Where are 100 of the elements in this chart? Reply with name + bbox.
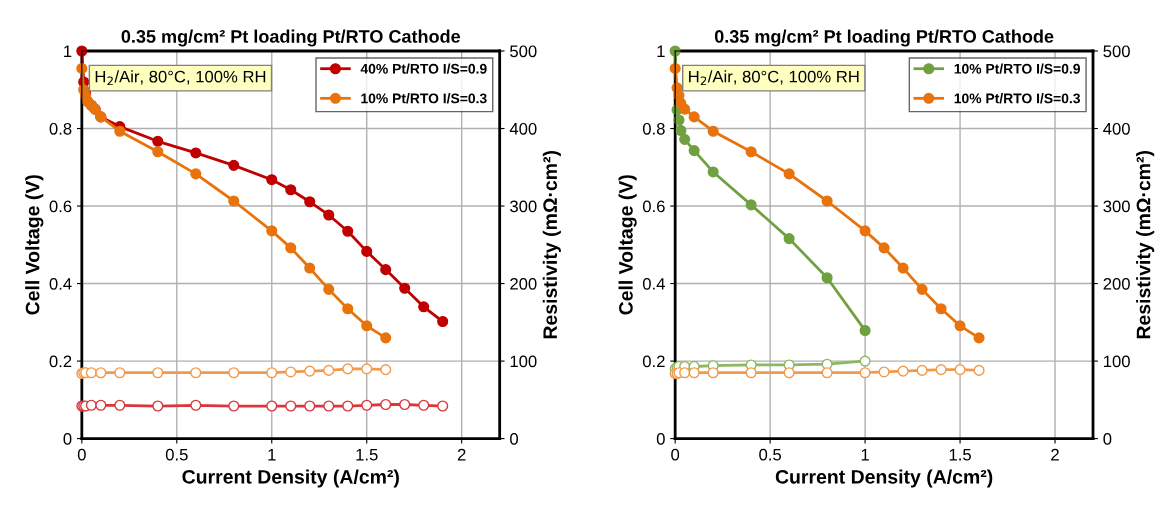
point (361, 245, 373, 257)
point (380, 398, 392, 411)
legend-label: 10% Pt/RTO I/S=0.3 (954, 93, 1081, 104)
x-tick-label: 0 (671, 448, 680, 461)
y2-tick-label: 500 (510, 45, 537, 58)
point (95, 399, 107, 411)
point (380, 364, 392, 376)
point (897, 262, 909, 274)
point (114, 367, 126, 379)
point (380, 332, 392, 344)
point (85, 399, 97, 411)
y-tick-label: 0.2 (49, 355, 72, 368)
point (973, 332, 985, 344)
point (342, 400, 354, 412)
point (935, 303, 947, 315)
point (304, 365, 316, 377)
point (228, 400, 240, 412)
y-tick-label: 1 (64, 45, 72, 58)
x-axis-title: Current Density (A/cm²) (775, 469, 993, 488)
point (859, 324, 871, 337)
point (342, 303, 354, 315)
point (85, 367, 97, 379)
point (266, 400, 278, 412)
y-tick-label: 0.4 (49, 277, 72, 290)
point (323, 400, 335, 412)
point (190, 168, 202, 180)
point (418, 399, 430, 411)
legend-label: 10% Pt/RTO I/S=0.3 (361, 93, 487, 104)
point (190, 399, 202, 411)
point (342, 363, 354, 375)
y-axis-title: Cell Voltage (V) (618, 175, 637, 315)
legend-label: 10% Pt/RTO I/S=0.9 (954, 63, 1080, 74)
y-tick-label: 0.6 (642, 200, 665, 213)
point (437, 400, 449, 412)
y2-tick-label: 400 (509, 122, 537, 135)
point (859, 225, 871, 237)
point (95, 367, 107, 379)
x-tick-label: 2 (1051, 448, 1059, 461)
point (342, 225, 354, 237)
point (878, 242, 890, 254)
point (783, 168, 795, 180)
y-tick-label: 0.8 (642, 122, 665, 135)
y2-tick-label: 0 (1103, 433, 1112, 445)
point (745, 199, 757, 211)
y-tick-label: 0 (656, 433, 665, 445)
y2-tick-label: 400 (1103, 122, 1130, 135)
point (285, 366, 297, 378)
point (190, 367, 202, 379)
point (152, 367, 164, 379)
x-tick-label: 0.5 (165, 448, 188, 461)
point (361, 399, 373, 411)
point (285, 184, 297, 196)
y2-tick-label: 300 (1103, 200, 1130, 213)
point (380, 264, 392, 276)
point (688, 145, 700, 157)
y2-tick-label: 200 (1103, 277, 1130, 290)
point (266, 174, 278, 186)
point (821, 272, 833, 284)
y2-tick-label: 100 (1104, 355, 1130, 368)
point (304, 262, 316, 274)
point (679, 133, 691, 145)
point (323, 209, 335, 221)
point (304, 196, 316, 208)
point (266, 367, 278, 379)
y-tick-label: 0.2 (642, 355, 665, 368)
y-tick-label: 1 (657, 45, 665, 58)
point (114, 399, 126, 411)
point (399, 282, 411, 294)
legend-label: 40% Pt/RTO I/S=0.9 (360, 63, 487, 74)
point (361, 320, 373, 332)
point (323, 364, 335, 376)
y-tick-label: 0.4 (642, 277, 665, 290)
point (152, 135, 164, 147)
point (679, 103, 691, 115)
point (821, 195, 833, 207)
x-tick-label: 1.5 (356, 448, 378, 461)
y2-tick-label: 200 (510, 277, 537, 290)
point (688, 111, 700, 123)
chart-title: 0.35 mg/cm² Pt loading Pt/RTO Cathode (121, 29, 461, 47)
point (745, 146, 757, 158)
x-tick-label: 2 (457, 448, 466, 461)
y2-tick-label: 300 (510, 200, 537, 213)
point (323, 283, 335, 295)
y-axis-title: Cell Voltage (V) (25, 175, 44, 315)
y-tick-label: 0.8 (49, 122, 72, 135)
point (675, 124, 687, 137)
point (707, 166, 719, 178)
annotation: H$_{2}$/Air, 80°C, 100% RH (689, 70, 859, 86)
point (285, 400, 297, 412)
point (437, 315, 449, 328)
annotation: H$_{2}$/Air, 80°C, 100% RH (95, 70, 266, 86)
point (304, 400, 316, 412)
point (707, 125, 719, 137)
y2-axis-title: Resistivity (mΩ·cm²) (542, 150, 561, 339)
point (152, 146, 164, 158)
x-axis-title: Current Density (A/cm²) (182, 469, 399, 488)
point (152, 400, 164, 412)
point (228, 159, 240, 171)
point (266, 225, 278, 237)
y2-tick-label: 100 (510, 355, 537, 368)
